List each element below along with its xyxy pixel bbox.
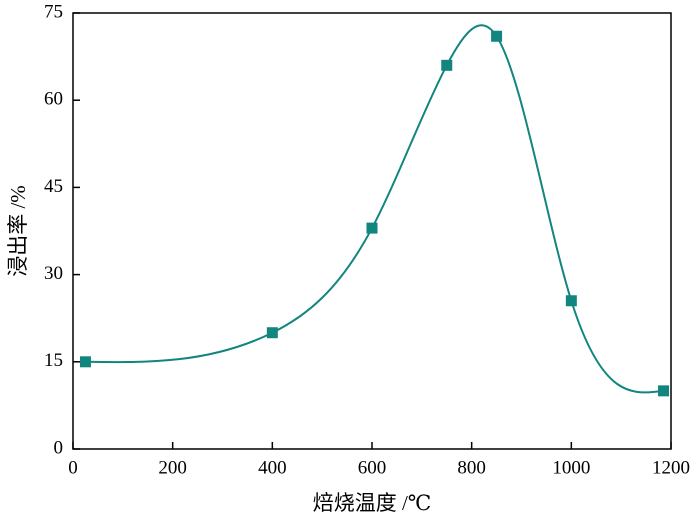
data-point [491, 30, 503, 42]
y-tick-label: 45 [44, 176, 63, 197]
data-point [366, 222, 378, 234]
y-tick-label: 30 [44, 263, 63, 284]
x-tick-label: 400 [258, 457, 287, 478]
y-tick-label: 60 [44, 89, 63, 110]
data-point [565, 295, 577, 307]
data-point [658, 385, 670, 397]
x-tick-label: 800 [457, 457, 486, 478]
y-tick-label: 75 [44, 1, 63, 22]
x-tick-label: 600 [358, 457, 387, 478]
y-axis-title: 浸出率 /% [6, 185, 30, 277]
x-tick-label: 1000 [552, 457, 590, 478]
x-tick-label: 0 [68, 457, 78, 478]
y-tick-label: 0 [54, 437, 64, 458]
data-point [441, 59, 453, 71]
data-point [266, 327, 278, 339]
fit-curve [85, 24, 664, 394]
data-point [79, 356, 91, 368]
x-tick-label: 200 [158, 457, 187, 478]
x-axis-title: 焙烧温度 /℃ [313, 491, 432, 515]
y-tick-label: 15 [44, 350, 63, 371]
x-tick-label: 1200 [652, 457, 690, 478]
